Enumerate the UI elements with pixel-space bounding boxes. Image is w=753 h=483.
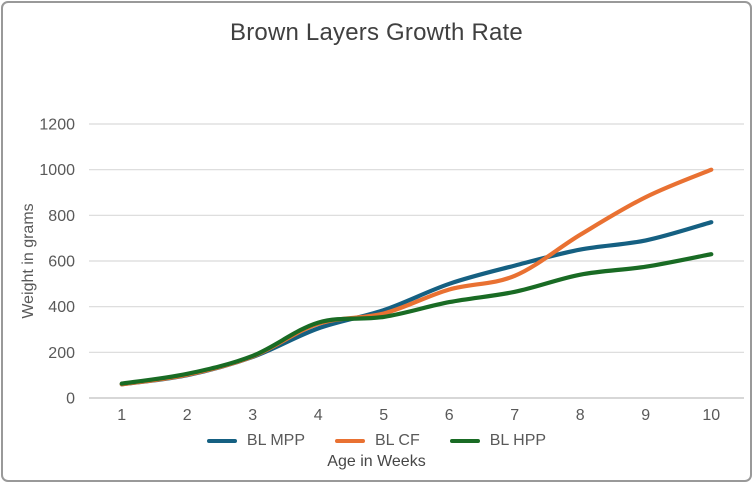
y-tick-label-600: 600 — [48, 254, 75, 271]
y-tick-label-1000: 1000 — [39, 162, 75, 179]
x-tick-label-9: 9 — [641, 407, 650, 424]
x-tick-label-10: 10 — [702, 407, 720, 424]
legend-swatch-bl-mpp — [206, 439, 237, 443]
y-tick-label-400: 400 — [48, 299, 75, 316]
x-tick-label-2: 2 — [183, 407, 192, 424]
x-tick-label-8: 8 — [576, 407, 585, 424]
line-chart-plot-area: 0 200 400 600 800 1000 1200 1 2 3 4 5 6 7 8 9 10 — [39, 117, 744, 424]
legend-label-bl-hpp: BL HPP — [489, 432, 547, 449]
x-tick-label-3: 3 — [248, 407, 257, 424]
x-tick-label-5: 5 — [379, 407, 388, 424]
x-axis-title: Age in Weeks — [327, 453, 426, 470]
legend-swatch-bl-hpp — [449, 439, 480, 443]
y-tick-label-200: 200 — [48, 345, 75, 362]
y-tick-label-800: 800 — [48, 208, 75, 225]
series-line-bl-hpp — [119, 252, 714, 386]
legend-item-bl-mpp: BL MPP — [206, 432, 305, 450]
x-tick-label-1: 1 — [117, 407, 126, 424]
legend-label-bl-mpp: BL MPP — [246, 432, 305, 449]
x-tick-label-7: 7 — [510, 407, 519, 424]
legend-item-bl-cf: BL CF — [335, 432, 420, 450]
chart-title: Brown Layers Growth Rate — [230, 19, 523, 46]
y-tick-label-1200: 1200 — [39, 117, 75, 134]
chart-legend: BL MPP BL CF BL HPP — [3, 432, 750, 450]
legend-label-bl-cf: BL CF — [375, 432, 420, 449]
legend-item-bl-hpp: BL HPP — [449, 432, 547, 450]
x-tick-label-4: 4 — [314, 407, 323, 424]
legend-swatch-bl-cf — [335, 439, 365, 443]
y-tick-label-0: 0 — [66, 391, 75, 408]
x-tick-label-6: 6 — [445, 407, 454, 424]
